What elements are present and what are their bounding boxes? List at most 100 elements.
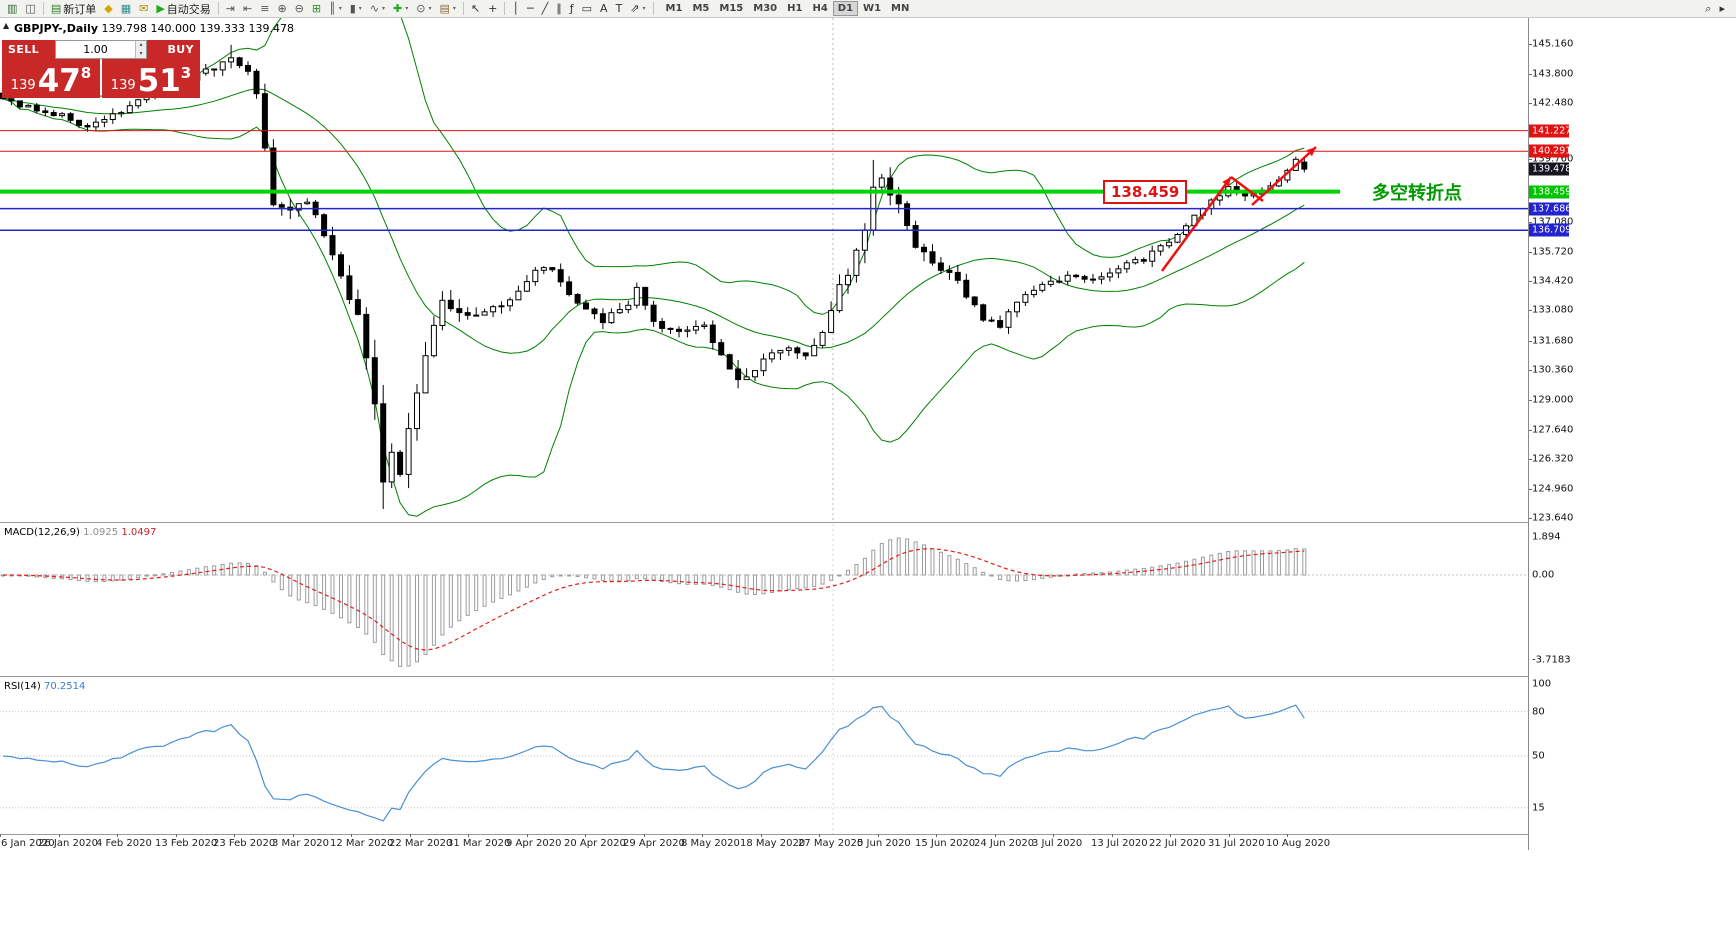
timeframe-button-d1[interactable]: D1 bbox=[832, 1, 859, 16]
toolbar-right-group: ⌕ ▸ bbox=[1701, 1, 1733, 17]
time-axis-label: 24 Jun 2020 bbox=[974, 838, 1035, 849]
time-axis-label: 18 May 2020 bbox=[740, 838, 806, 849]
timeframe-button-m5[interactable]: M5 bbox=[692, 3, 710, 14]
chart-profiles-button[interactable]: ◫ bbox=[21, 1, 39, 17]
rsi-indicator-canvas[interactable] bbox=[0, 678, 1528, 834]
time-axis-label: 3 Jul 2020 bbox=[1032, 838, 1083, 849]
templates-button[interactable]: ▤ ▾ bbox=[436, 1, 460, 17]
indicator-list-button[interactable]: ≡ bbox=[256, 1, 273, 17]
rsi-axis-label: 80 bbox=[1532, 706, 1545, 718]
price-level-callout[interactable]: 138.459 bbox=[1103, 180, 1188, 204]
lot-size-field[interactable]: 1.00 ▴ ▾ bbox=[55, 40, 147, 59]
dropdown-arrow-icon: ▾ bbox=[338, 5, 342, 12]
auto-scroll-button[interactable]: ⇥ bbox=[222, 1, 239, 17]
price-axis-label: 126.320 bbox=[1532, 453, 1574, 465]
horizontal-line-tool-icon: ─ bbox=[527, 1, 534, 15]
chart-shift-button[interactable]: ⇤ bbox=[239, 1, 256, 17]
price-axis-label: 135.720 bbox=[1532, 246, 1574, 258]
timeframe-button-h4[interactable]: H4 bbox=[812, 3, 828, 14]
trendline-tool-button[interactable]: ╱ bbox=[538, 1, 553, 17]
panel-separator bbox=[0, 834, 1568, 835]
timeframe-button-h1[interactable]: H1 bbox=[787, 3, 803, 14]
one-click-collapse-toggle[interactable]: ▲ bbox=[3, 21, 10, 30]
vertical-line-tool-button[interactable]: │ bbox=[508, 1, 523, 17]
zoom-in-button[interactable]: ⊕ bbox=[273, 1, 290, 17]
new-chart-button[interactable]: ▥ bbox=[3, 1, 21, 17]
time-axis-label: 6 Jan 2020 bbox=[1, 838, 55, 849]
add-indicator-button[interactable]: ✚ ▾ bbox=[389, 1, 412, 17]
horizontal-line-tool-button[interactable]: ─ bbox=[523, 1, 538, 17]
zoom-out-button[interactable]: ⊖ bbox=[291, 1, 308, 17]
tile-windows-button[interactable]: ⊞ bbox=[308, 1, 325, 17]
line-chart-type-icon: ∿ bbox=[369, 1, 380, 15]
toolbar-separator bbox=[652, 2, 654, 15]
tile-windows-icon: ⊞ bbox=[311, 1, 322, 15]
channel-tool-button[interactable]: ∥ bbox=[552, 1, 566, 17]
toolbar-separator bbox=[504, 2, 506, 15]
time-axis-tick bbox=[1053, 834, 1054, 837]
time-axis-label: 31 Jul 2020 bbox=[1208, 838, 1265, 849]
timeframe-button-m15[interactable]: M15 bbox=[719, 3, 744, 14]
price-badge-139.478: 139.478 bbox=[1529, 162, 1571, 176]
dropdown-arrow-icon: ▾ bbox=[358, 5, 362, 12]
auto-trading-button[interactable]: ▶ 自动交易 bbox=[152, 1, 214, 17]
price-badge-141.227: 141.227 bbox=[1529, 124, 1571, 138]
time-axis-label: 5 Jun 2020 bbox=[857, 838, 911, 849]
price-axis-tick bbox=[1529, 370, 1532, 371]
timeframe-button-m1[interactable]: M1 bbox=[665, 3, 683, 14]
time-axis-tick bbox=[468, 834, 469, 837]
rsi-axis-label: 100 bbox=[1532, 678, 1552, 690]
pointer-button[interactable]: ▸ bbox=[1715, 1, 1729, 17]
search-icon: ⌕ bbox=[1705, 1, 1712, 15]
panel-separator[interactable] bbox=[0, 676, 1568, 677]
time-axis[interactable]: 6 Jan 2020 26 Jan 2020 4 Feb 2020 13 Feb 20… bbox=[0, 834, 1528, 850]
price-axis-label: 134.420 bbox=[1532, 275, 1574, 287]
bar-chart-type-icon: ║ bbox=[329, 1, 336, 15]
timeframe-button-m30[interactable]: M30 bbox=[753, 3, 778, 14]
rsi-axis-label: 15 bbox=[1532, 802, 1545, 814]
one-click-trading-panel: SELL 139 47 8 BUY 139 51 3 1.00 ▴ ▾ bbox=[2, 40, 200, 98]
price-axis-label: 145.160 bbox=[1532, 38, 1574, 50]
bar-chart-type-button[interactable]: ║ ▾ bbox=[325, 1, 346, 17]
search-button[interactable]: ⌕ bbox=[1701, 1, 1715, 17]
macd-main-value: 1.0925 bbox=[83, 527, 119, 538]
shapes-tool-button[interactable]: ▭ bbox=[578, 1, 596, 17]
sell-price-big-figure: 139 bbox=[10, 78, 36, 93]
macd-indicator-canvas[interactable] bbox=[0, 524, 1528, 674]
add-indicator-icon: ✚ bbox=[393, 1, 403, 15]
timeframe-button-w1[interactable]: W1 bbox=[863, 3, 882, 14]
mailbox-button[interactable]: ✉ bbox=[135, 1, 152, 17]
label-tool-button[interactable]: T bbox=[612, 1, 627, 17]
price-chart-canvas[interactable] bbox=[0, 18, 1528, 522]
favorites-button[interactable]: ◆ bbox=[100, 1, 116, 17]
new-order-button[interactable]: ▤ 新订单 bbox=[47, 1, 100, 17]
time-axis-tick bbox=[1170, 834, 1171, 837]
periods-button[interactable]: ⊙ ▾ bbox=[412, 1, 435, 17]
favorites-icon: ◆ bbox=[104, 1, 113, 15]
text-tool-button[interactable]: A bbox=[596, 1, 612, 17]
price-badge-140.291: 140.291 bbox=[1529, 144, 1571, 158]
turning-point-note[interactable]: 多空转折点 bbox=[1372, 183, 1462, 204]
lot-increase-button[interactable]: ▴ bbox=[136, 41, 146, 50]
buy-button[interactable]: BUY 139 51 3 bbox=[102, 40, 200, 98]
candlestick-type-button[interactable]: ▮ ▾ bbox=[346, 1, 366, 17]
time-axis-tick bbox=[1112, 834, 1113, 837]
time-axis-tick bbox=[59, 834, 60, 837]
lot-decrease-button[interactable]: ▾ bbox=[136, 49, 146, 58]
time-axis-tick bbox=[117, 834, 118, 837]
panel-separator[interactable] bbox=[0, 522, 1568, 523]
cursor-tool-icon: ↖ bbox=[470, 1, 481, 15]
price-axis-tick bbox=[1529, 489, 1532, 490]
data-window-button[interactable]: ▦ bbox=[117, 1, 135, 17]
time-axis-label: 3 Mar 2020 bbox=[272, 838, 330, 849]
price-badge-138.459: 138.459 bbox=[1529, 185, 1571, 199]
price-axis-label: 123.640 bbox=[1532, 512, 1574, 524]
price-badge-136.709: 136.709 bbox=[1529, 223, 1571, 237]
cursor-tool-button[interactable]: ↖ bbox=[467, 1, 484, 17]
timeframe-button-mn[interactable]: MN bbox=[891, 3, 910, 14]
line-chart-type-button[interactable]: ∿ ▾ bbox=[366, 1, 389, 17]
fibonacci-tool-button[interactable]: ƒ bbox=[566, 1, 578, 17]
price-axis[interactable]: 145.160 143.800 142.480 139.760 137.080 135.7… bbox=[1528, 18, 1573, 850]
crosshair-tool-button[interactable]: + bbox=[484, 1, 501, 17]
arrows-tool-button[interactable]: ⇗ ▾ bbox=[626, 1, 649, 17]
